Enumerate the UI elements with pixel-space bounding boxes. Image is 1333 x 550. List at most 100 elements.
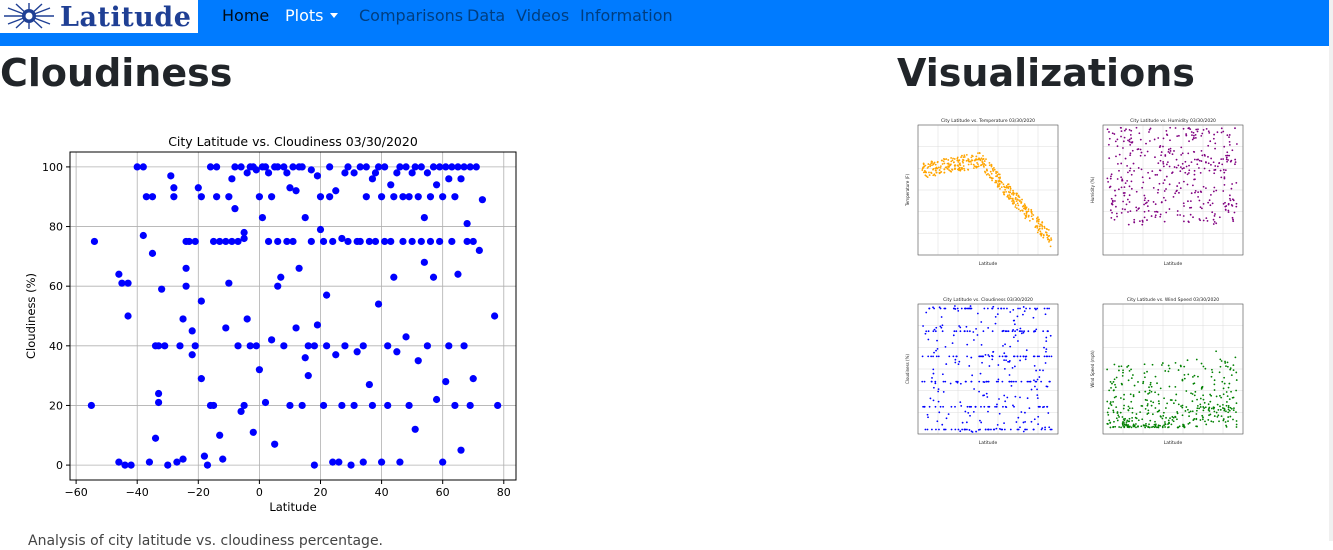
thumbnail-point (1170, 423, 1173, 426)
nav-information[interactable]: Information (580, 6, 673, 25)
thumbnail-point (1109, 209, 1112, 212)
thumbnail-point (940, 159, 943, 162)
thumbnail-point (1124, 208, 1126, 211)
thumbnail-point (962, 158, 964, 161)
thumbnail-temperature[interactable]: City Latitude vs. Temperature 03/30/2020… (902, 113, 1062, 277)
thumbnail-point (1153, 423, 1156, 426)
thumbnail-point (1107, 180, 1110, 183)
thumbnail-point (1122, 147, 1124, 149)
thumbnail-point (987, 380, 990, 383)
thumbnail-point (927, 416, 929, 419)
thumbnail-point (1180, 146, 1183, 149)
thumbnail-point (1001, 355, 1004, 358)
thumbnail-point (1120, 426, 1122, 429)
thumbnail-point (1199, 219, 1202, 222)
thumbnail-point (1193, 158, 1196, 161)
thumbnail-point (1233, 211, 1236, 214)
thumbnail-point (1040, 380, 1043, 383)
thumbnail-point (973, 159, 976, 162)
thumbnail-point (975, 155, 978, 158)
thumbnail-point (1224, 169, 1227, 172)
thumbnail-point (954, 428, 957, 431)
data-point (231, 163, 239, 171)
thumbnail-point (984, 170, 986, 173)
thumbnail-point (1164, 370, 1167, 372)
thumbnail-point (959, 162, 961, 165)
thumbnail-point (1209, 204, 1212, 207)
thumbnail-point (1002, 193, 1005, 195)
data-point (228, 175, 236, 183)
thumbnail-title: City Latitude vs. Humidity 03/30/2020 (1130, 118, 1216, 124)
thumbnail-point (935, 326, 938, 329)
thumbnail-point (921, 380, 924, 383)
thumbnail-point (1154, 203, 1157, 206)
page-scrollbar[interactable] (1329, 0, 1333, 541)
thumbnail-point (1195, 409, 1198, 412)
thumbnail-point (1025, 307, 1027, 310)
thumbnail-point (961, 421, 964, 424)
thumbnail-point (944, 345, 947, 348)
data-point (234, 237, 242, 246)
nav-comparisons[interactable]: Comparisons (359, 6, 464, 25)
data-point (362, 193, 370, 201)
data-point (432, 395, 441, 404)
thumbnail-point (961, 154, 963, 157)
thumbnail-point (950, 405, 953, 408)
thumbnail-point (1204, 420, 1206, 423)
thumbnail-point (1044, 313, 1047, 316)
thumbnail-humidity[interactable]: City Latitude vs. Humidity 03/30/2020 Lat… (1087, 113, 1247, 277)
thumbnail-point (1012, 380, 1015, 383)
thumbnail-point (1187, 423, 1190, 425)
thumbnail-point (960, 405, 963, 407)
thumbnail-point (1160, 154, 1162, 157)
nav-videos[interactable]: Videos (516, 6, 570, 25)
thumbnail-point (1046, 330, 1049, 333)
thumbnail-point (1168, 367, 1171, 370)
thumbnail-point (1218, 161, 1221, 164)
data-point (319, 401, 328, 410)
thumbnail-point (930, 380, 933, 383)
data-point (387, 181, 395, 189)
thumbnail-cloudiness[interactable]: City Latitude vs. Cloudiness 03/30/2020 L… (902, 292, 1062, 456)
thumbnail-point (1122, 398, 1125, 401)
data-point (209, 237, 218, 246)
thumbnail-point (932, 355, 934, 358)
thumbnail-point (1177, 426, 1180, 429)
thumbnail-point (957, 161, 960, 163)
thumbnail-point (1129, 154, 1132, 157)
thumbnail-wind-speed[interactable]: City Latitude vs. Wind Speed 03/30/2020 L… (1087, 292, 1247, 456)
data-point (365, 380, 373, 389)
thumbnail-point (1214, 213, 1216, 215)
thumbnail-point (1180, 405, 1182, 408)
thumbnail-point (956, 164, 959, 167)
thumbnail-point (943, 171, 946, 174)
thumbnail-point (1227, 202, 1230, 205)
data-point (381, 163, 389, 171)
thumbnail-point (1170, 399, 1173, 401)
thumbnail-point (1203, 167, 1206, 170)
thumbnail-point (1021, 330, 1023, 333)
nav-data[interactable]: Data (467, 6, 506, 25)
brand-logo[interactable]: Latitude (0, 0, 198, 33)
thumbnail-point (1218, 420, 1220, 423)
thumbnail-point (1143, 194, 1146, 197)
thumbnail-point (1121, 416, 1124, 418)
thumbnail-point (1129, 210, 1132, 212)
nav-home[interactable]: Home (222, 6, 270, 25)
thumbnail-point (1196, 163, 1199, 166)
thumbnail-point (1177, 164, 1180, 167)
thumbnail-point (1235, 205, 1238, 208)
data-point (289, 163, 297, 171)
thumbnail-point (1220, 396, 1223, 399)
thumbnail-point (1120, 365, 1123, 368)
thumbnail-point (1222, 202, 1225, 205)
thumbnail-point (1016, 198, 1018, 201)
thumbnail-point (1229, 160, 1232, 163)
thumbnail-point (1219, 394, 1221, 397)
nav-plots-dropdown[interactable]: Plots (285, 6, 338, 26)
thumbnail-point (922, 405, 924, 408)
data-point (451, 193, 459, 201)
thumbnail-point (1213, 220, 1216, 223)
thumbnail-point (1128, 128, 1131, 131)
data-point (442, 378, 450, 386)
